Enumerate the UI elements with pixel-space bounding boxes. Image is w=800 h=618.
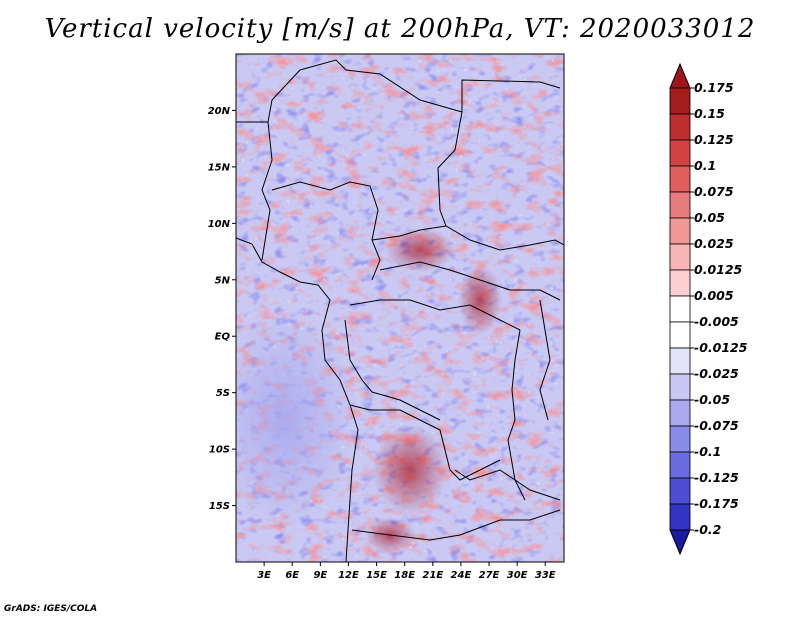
border-sahara (236, 59, 463, 227)
colorbar: 0.175 0.15 0.125 0.1 0.075 0.05 0.025 0.0125 0.0… (669, 62, 748, 556)
border-angola-drc (349, 404, 501, 481)
colorbar-label: -0.1 (694, 444, 721, 459)
colorbar-band (669, 269, 691, 297)
colorbar-label: 0.005 (694, 288, 734, 303)
colorbar-band (669, 243, 691, 271)
plot-title: Vertical velocity [m/s] at 200hPa, VT: 2… (44, 14, 756, 44)
country-borders (236, 59, 564, 562)
colorbar-label: 0.1 (694, 158, 716, 173)
grads-credit: GrADS: IGES/COLA (4, 604, 98, 614)
colorbar-top-arrow (669, 62, 691, 89)
lat-tick-label: 15S (209, 501, 230, 512)
colorbar-band (669, 451, 691, 479)
lat-tick-label: 15N (208, 162, 231, 173)
border-angola-namibia (351, 509, 561, 541)
colorbar-band (669, 399, 691, 427)
lon-tick-label: 18E (394, 570, 415, 581)
colorbar-label: -0.005 (694, 314, 739, 329)
colorbar-band (669, 503, 691, 531)
colorbar-band (669, 113, 691, 141)
ocean-smooth-area (236, 310, 355, 530)
hotspot-south-sudan (458, 265, 502, 335)
lon-tick-label: 27E (479, 570, 500, 581)
border-chad-sudan (371, 225, 564, 251)
colorbar-band (669, 139, 691, 167)
lat-tick-label: EQ (215, 332, 231, 343)
border-niger-nigeria (271, 181, 381, 281)
colorbar-band (669, 165, 691, 193)
lon-tick-label: 6E (285, 570, 299, 581)
colorbar-label: -0.025 (694, 366, 739, 381)
border-mali (261, 121, 273, 261)
lat-tick-label: 10S (209, 445, 230, 456)
colorbar-label: -0.05 (694, 392, 730, 407)
map-frame (235, 53, 565, 563)
colorbar-band (669, 425, 691, 453)
atlantic-coastline (236, 237, 359, 562)
lon-tick-label: 15E (366, 570, 387, 581)
hotspot-angola (372, 425, 448, 515)
hotspot-central-africa (385, 228, 455, 272)
colorbar-bottom-arrow (669, 529, 691, 556)
border-congo-drc (344, 319, 441, 421)
colorbar-label: -0.175 (694, 496, 739, 511)
colorbar-label: -0.125 (694, 470, 739, 485)
lon-tick-label: 33E (535, 570, 556, 581)
lat-tick-label: 5N (215, 275, 231, 286)
colorbar-label: 0.125 (694, 132, 734, 147)
colorbar-label: -0.0125 (694, 340, 748, 355)
longitude-axis: 3E 6E 9E 12E 15E 18E 21E 24E 27E 30E 33E (257, 562, 556, 581)
lat-tick-label: 20N (208, 106, 231, 117)
colorbar-band (669, 217, 691, 245)
colorbar-band (669, 321, 691, 349)
lon-tick-label: 30E (507, 570, 528, 581)
lon-tick-label: 21E (422, 570, 443, 581)
colorbar-band (669, 477, 691, 505)
colorbar-label: 0.025 (694, 236, 734, 251)
lon-tick-label: 9E (313, 570, 327, 581)
colorbar-label: 0.15 (694, 106, 725, 121)
colorbar-band (669, 295, 691, 323)
colorbar-band (669, 191, 691, 219)
colorbar-label: 0.175 (694, 80, 734, 95)
vertical-velocity-field (236, 54, 564, 562)
colorbar-label: 0.05 (694, 210, 725, 225)
border-zambia (454, 469, 561, 501)
border-egypt-sudan (461, 79, 561, 112)
lat-tick-label: 10N (208, 219, 231, 230)
lat-tick-label: 5S (216, 388, 230, 399)
colorbar-band (669, 373, 691, 401)
colorbar-label: 0.0125 (694, 262, 743, 277)
colorbar-label: 0.075 (694, 184, 734, 199)
lon-tick-label: 12E (338, 570, 359, 581)
border-car-south-sudan (379, 261, 561, 301)
colorbar-label: -0.075 (694, 418, 739, 433)
colorbar-band (669, 347, 691, 375)
border-congo-north (349, 299, 521, 331)
colorbar-label: -0.2 (694, 522, 721, 537)
colorbar-band (669, 87, 691, 115)
latitude-axis: 20N 15N 10N 5N EQ 5S 10S 15S (208, 106, 236, 512)
lon-tick-label: 24E (451, 570, 472, 581)
border-lake-victoria-region (539, 299, 551, 421)
lon-tick-label: 3E (257, 570, 271, 581)
